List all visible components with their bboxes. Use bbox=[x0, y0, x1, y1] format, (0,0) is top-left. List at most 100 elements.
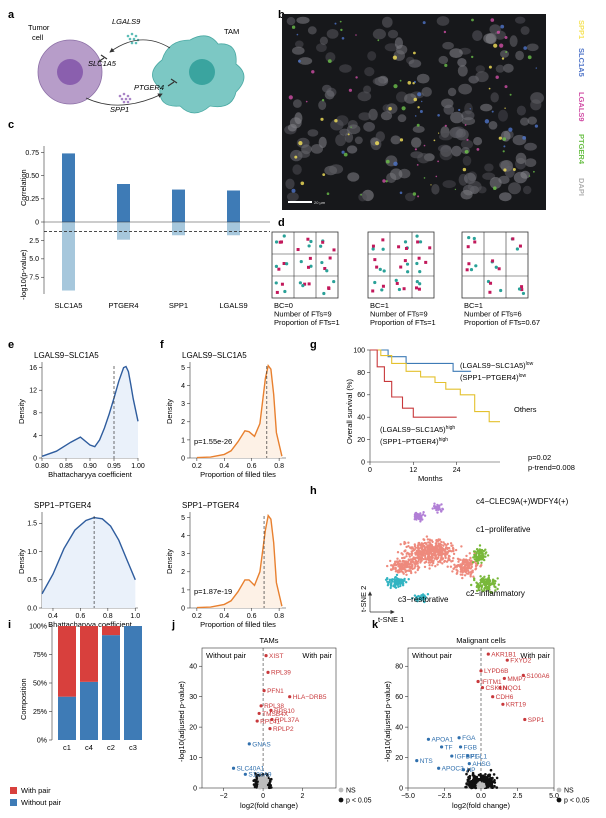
tsne-point bbox=[483, 558, 486, 562]
fluorescent-spot bbox=[291, 188, 296, 193]
composition-bars: c1 c4 c2 c3 bbox=[58, 626, 142, 752]
tile-grid-caption: Number of FTs=9 bbox=[274, 310, 332, 319]
tile-grid bbox=[271, 231, 339, 299]
panel-label-f: f bbox=[160, 339, 164, 351]
density-title: SPP1−PTGER4 bbox=[34, 501, 92, 510]
volcano-point bbox=[475, 775, 479, 779]
tsne-point bbox=[492, 581, 495, 584]
volcano-point bbox=[466, 770, 470, 773]
tile-grid-caption: Number of FTs=9 bbox=[370, 310, 428, 319]
fluorescent-spot bbox=[466, 138, 469, 141]
survival-ytick-label: 100 bbox=[353, 347, 365, 354]
tumor-nucleus bbox=[57, 59, 83, 85]
tsne-point bbox=[493, 585, 496, 588]
tsne-point bbox=[421, 545, 424, 549]
nucleus bbox=[461, 117, 476, 126]
volcano-highlight-point bbox=[502, 676, 506, 681]
tsne-point bbox=[480, 548, 484, 552]
density-pvalue: p=1.87e-19 bbox=[194, 587, 232, 596]
volcano-ytick-label: 60 bbox=[395, 694, 403, 701]
tsne-point bbox=[414, 563, 417, 566]
tsne-point bbox=[403, 563, 406, 566]
receptor-ptger4-label: PTGER4 bbox=[134, 83, 164, 92]
panel-label-e: e bbox=[8, 339, 14, 351]
panel-labels: a b c d e f g h i j k bbox=[8, 9, 379, 631]
tile-dot bbox=[299, 259, 303, 264]
nucleus bbox=[515, 16, 526, 24]
fluorescent-spot bbox=[471, 18, 474, 22]
fluorescent-spot bbox=[504, 107, 506, 109]
micrograph: 20 µm SPP1 SLC1A5 LGALS9 PTGER4 DAPI bbox=[282, 14, 586, 210]
volcano-ytick-label: 40 bbox=[189, 664, 197, 671]
tsne-point bbox=[487, 582, 490, 586]
tsne-point bbox=[434, 565, 437, 568]
tile-dot bbox=[309, 264, 313, 268]
volcano-gene-label: SLC40A1 bbox=[237, 766, 265, 773]
chart-c-tick-label: 0.25 bbox=[25, 196, 39, 203]
tsne-point bbox=[421, 593, 425, 596]
tsne-point bbox=[452, 552, 456, 556]
nucleus bbox=[523, 185, 532, 195]
tsne-point bbox=[448, 546, 451, 550]
volcano-gene-label: AKR1B1 bbox=[491, 651, 516, 658]
tile-dot bbox=[306, 237, 310, 241]
volcano-highlight-point bbox=[466, 754, 470, 758]
tsne-point bbox=[481, 589, 484, 593]
tile-dot bbox=[373, 280, 377, 285]
volcano-point bbox=[489, 768, 493, 772]
tsne-point bbox=[403, 550, 406, 553]
chart-c-ylabel-top: Correlation bbox=[19, 169, 28, 206]
volcano-point bbox=[473, 777, 476, 781]
nucleus bbox=[498, 109, 508, 122]
nucleus bbox=[526, 43, 539, 52]
volcano-point bbox=[468, 777, 471, 780]
density-xlabel: Proportion of filled tiles bbox=[200, 620, 276, 629]
tsne-point bbox=[454, 548, 458, 552]
nucleus bbox=[515, 50, 524, 61]
tile-grid-caption: BC=0 bbox=[274, 301, 293, 310]
tile-dot bbox=[418, 240, 423, 244]
tsne-point bbox=[476, 555, 479, 558]
nucleus bbox=[462, 155, 472, 166]
survival-xlabel: Months bbox=[418, 474, 443, 483]
tsne-point bbox=[413, 518, 416, 521]
tsne-point bbox=[426, 593, 430, 596]
composition-ticks: 0% 25% 50% 75% 100% bbox=[29, 623, 52, 744]
composition-bar-without bbox=[58, 696, 76, 740]
nucleus bbox=[387, 29, 399, 39]
volcano-gene-label: IFITM1 bbox=[481, 679, 502, 686]
tsne-point bbox=[461, 567, 465, 570]
tsne-point bbox=[408, 566, 411, 569]
legend-sig: p < 0.05 bbox=[564, 798, 590, 805]
pvalue-bar bbox=[62, 222, 75, 291]
panel-label-k: k bbox=[372, 619, 379, 631]
legend-with-pair: With pair bbox=[21, 786, 51, 795]
composition-category: c1 bbox=[63, 743, 71, 752]
tsne-point bbox=[423, 600, 426, 604]
ligand-spp1-label: SPP1 bbox=[110, 105, 129, 114]
tsne-point bbox=[497, 583, 500, 586]
density-ytick-label: 2 bbox=[181, 569, 185, 576]
density-title: LGALS9−SLC1A5 bbox=[34, 351, 99, 360]
nucleus bbox=[375, 131, 385, 142]
volcano-xtick-label: 5.0 bbox=[549, 793, 559, 800]
ligand-lgals9-label: LGALS9 bbox=[112, 17, 141, 26]
nucleus bbox=[467, 180, 482, 193]
pvalue-bar bbox=[117, 222, 130, 240]
volcano-highlight-point bbox=[480, 685, 485, 690]
volcano-point bbox=[486, 783, 489, 786]
tsne-point bbox=[470, 563, 473, 566]
fluorescent-spot bbox=[322, 173, 326, 177]
nucleus bbox=[307, 129, 319, 137]
nucleus bbox=[416, 73, 430, 84]
nucleus bbox=[293, 99, 302, 108]
volcano-highlight-point bbox=[467, 762, 471, 766]
tsne-point bbox=[448, 549, 451, 553]
nucleus bbox=[438, 55, 449, 65]
nucleus bbox=[335, 134, 346, 147]
composition-category: c4 bbox=[85, 743, 93, 752]
arrow-spp1 bbox=[85, 93, 163, 106]
nucleus bbox=[346, 124, 361, 135]
tsne-point bbox=[392, 565, 395, 569]
volcano-point bbox=[258, 778, 262, 782]
